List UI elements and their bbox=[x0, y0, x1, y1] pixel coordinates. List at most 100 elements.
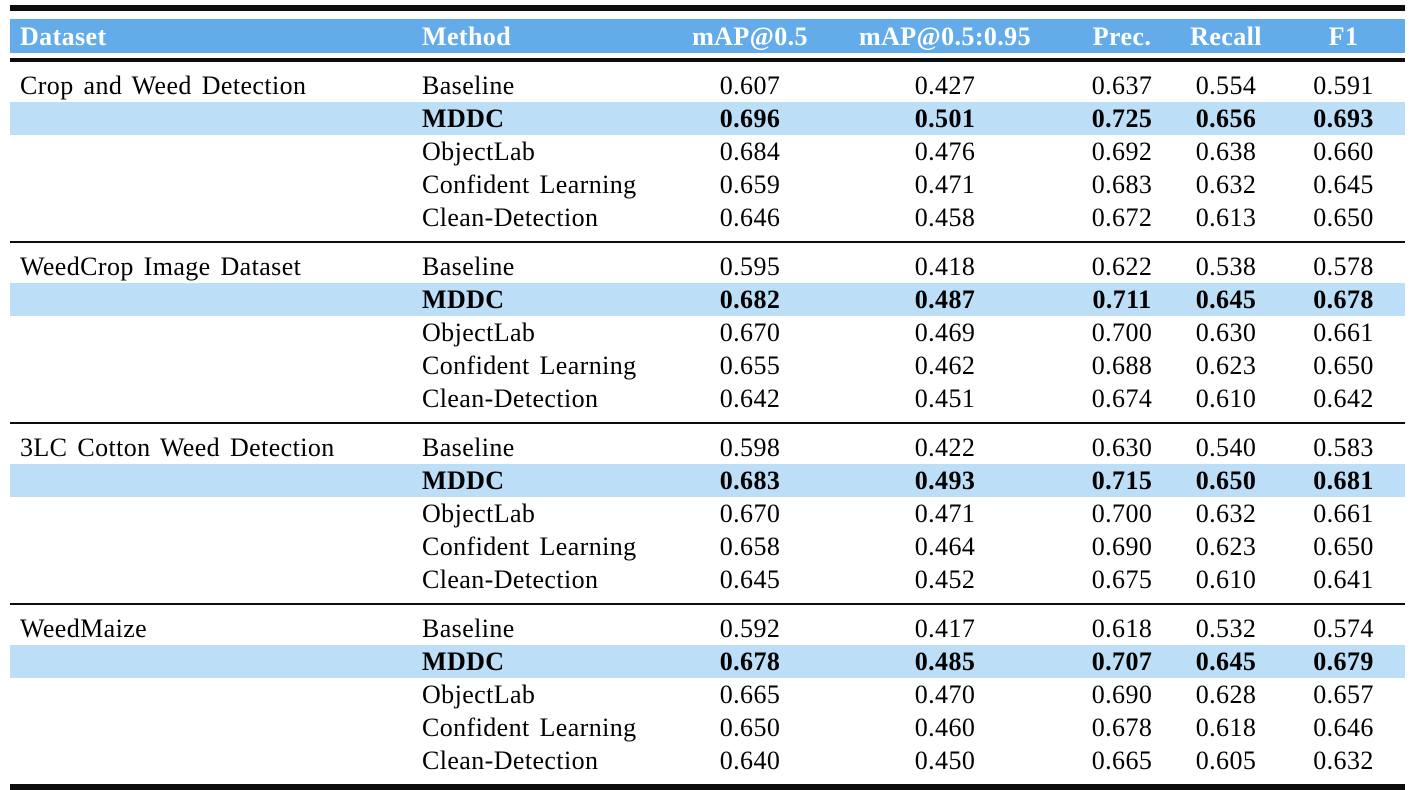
map05095-value: 0.471 bbox=[914, 170, 976, 199]
precision-value: 0.715 bbox=[1091, 466, 1153, 495]
map05095-value: 0.493 bbox=[914, 466, 976, 495]
recall-value: 0.656 bbox=[1195, 104, 1257, 133]
table-row-highlighted: MDDC 0.678 0.485 0.707 0.645 0.679 bbox=[10, 645, 1405, 678]
table-row: Confident Learning 0.658 0.464 0.690 0.623 0.… bbox=[10, 530, 1405, 563]
method-name: Clean-Detection bbox=[422, 565, 599, 594]
f1-value: 0.646 bbox=[1313, 713, 1374, 742]
table-row: Crop and Weed Detection Baseline 0.607 0.42… bbox=[10, 69, 1405, 102]
f1-value: 0.679 bbox=[1313, 647, 1374, 676]
table-header-row: Dataset Method mAP@0.5 mAP@0.5:0.95 Prec… bbox=[10, 19, 1405, 53]
dataset-name: Crop and Weed Detection bbox=[20, 71, 307, 100]
precision-value: 0.690 bbox=[1091, 680, 1153, 709]
recall-value: 0.650 bbox=[1195, 466, 1257, 495]
f1-value: 0.660 bbox=[1313, 137, 1374, 166]
map05-value: 0.646 bbox=[719, 203, 781, 232]
map05-value: 0.683 bbox=[719, 466, 781, 495]
column-header-method: Method bbox=[422, 21, 512, 51]
map05095-value: 0.487 bbox=[914, 285, 976, 314]
method-name: Baseline bbox=[422, 252, 515, 281]
recall-value: 0.632 bbox=[1195, 499, 1257, 528]
map05095-value: 0.452 bbox=[914, 565, 976, 594]
map05-value: 0.655 bbox=[719, 351, 781, 380]
map05-value: 0.650 bbox=[719, 713, 781, 742]
method-name: Clean-Detection bbox=[422, 203, 599, 232]
f1-value: 0.693 bbox=[1313, 104, 1374, 133]
map05-value: 0.592 bbox=[719, 614, 781, 643]
dataset-section: 3LC Cotton Weed Detection Baseline 0.598 0.… bbox=[10, 424, 1405, 603]
top-rule bbox=[10, 5, 1405, 11]
map05095-value: 0.417 bbox=[914, 614, 976, 643]
map05-value: 0.645 bbox=[719, 565, 781, 594]
method-name: MDDC bbox=[422, 104, 505, 133]
map05095-value: 0.476 bbox=[914, 137, 976, 166]
f1-value: 0.591 bbox=[1313, 71, 1374, 100]
recall-value: 0.630 bbox=[1195, 318, 1257, 347]
recall-value: 0.628 bbox=[1195, 680, 1257, 709]
precision-value: 0.618 bbox=[1091, 614, 1153, 643]
recall-value: 0.538 bbox=[1195, 252, 1257, 281]
map05095-value: 0.460 bbox=[914, 713, 976, 742]
method-name: Confident Learning bbox=[422, 532, 637, 561]
recall-value: 0.532 bbox=[1195, 614, 1257, 643]
recall-value: 0.610 bbox=[1195, 565, 1257, 594]
column-header-map05095: mAP@0.5:0.95 bbox=[859, 21, 1031, 51]
map05-value: 0.659 bbox=[719, 170, 781, 199]
table-row-highlighted: MDDC 0.682 0.487 0.711 0.645 0.678 bbox=[10, 283, 1405, 316]
header-rule bbox=[10, 58, 1405, 62]
dataset-section: WeedCrop Image Dataset Baseline 0.595 0.418… bbox=[10, 243, 1405, 422]
map05-value: 0.684 bbox=[719, 137, 781, 166]
map05-value: 0.665 bbox=[719, 680, 781, 709]
dataset-name: WeedCrop Image Dataset bbox=[20, 252, 302, 281]
f1-value: 0.661 bbox=[1313, 318, 1374, 347]
table-row: Confident Learning 0.655 0.462 0.688 0.623 0.… bbox=[10, 349, 1405, 382]
map05095-value: 0.485 bbox=[914, 647, 976, 676]
map05-value: 0.670 bbox=[719, 318, 781, 347]
table-row: Clean-Detection 0.640 0.450 0.665 0.605 0.632 bbox=[10, 744, 1405, 777]
map05095-value: 0.469 bbox=[914, 318, 976, 347]
recall-value: 0.613 bbox=[1195, 203, 1257, 232]
method-name: ObjectLab bbox=[422, 499, 536, 528]
table-row: ObjectLab 0.665 0.470 0.690 0.628 0.657 bbox=[10, 678, 1405, 711]
table-row-highlighted: MDDC 0.683 0.493 0.715 0.650 0.681 bbox=[10, 464, 1405, 497]
recall-value: 0.623 bbox=[1195, 532, 1257, 561]
f1-value: 0.642 bbox=[1313, 384, 1374, 413]
map05095-value: 0.462 bbox=[914, 351, 976, 380]
map05-value: 0.640 bbox=[719, 746, 781, 775]
map05095-value: 0.470 bbox=[914, 680, 976, 709]
recall-value: 0.632 bbox=[1195, 170, 1257, 199]
map05095-value: 0.451 bbox=[914, 384, 976, 413]
column-header-precision: Prec. bbox=[1092, 21, 1152, 51]
table-body: Crop and Weed Detection Baseline 0.607 0.42… bbox=[10, 62, 1405, 784]
method-name: Confident Learning bbox=[422, 713, 637, 742]
dataset-section: Crop and Weed Detection Baseline 0.607 0.42… bbox=[10, 62, 1405, 241]
table-row: Clean-Detection 0.642 0.451 0.674 0.610 0.642 bbox=[10, 382, 1405, 415]
table-row: 3LC Cotton Weed Detection Baseline 0.598 0.… bbox=[10, 431, 1405, 464]
f1-value: 0.661 bbox=[1313, 499, 1374, 528]
precision-value: 0.725 bbox=[1091, 104, 1153, 133]
method-name: Baseline bbox=[422, 71, 515, 100]
table-row: Clean-Detection 0.646 0.458 0.672 0.613 0.650 bbox=[10, 201, 1405, 234]
section-rule bbox=[10, 603, 1405, 605]
recall-value: 0.645 bbox=[1195, 285, 1257, 314]
recall-value: 0.638 bbox=[1195, 137, 1257, 166]
map05-value: 0.658 bbox=[719, 532, 781, 561]
map05-value: 0.678 bbox=[719, 647, 781, 676]
precision-value: 0.711 bbox=[1092, 285, 1152, 314]
f1-value: 0.650 bbox=[1313, 532, 1374, 561]
method-name: MDDC bbox=[422, 466, 505, 495]
recall-value: 0.610 bbox=[1195, 384, 1257, 413]
map05-value: 0.598 bbox=[719, 433, 781, 462]
precision-value: 0.674 bbox=[1091, 384, 1153, 413]
precision-value: 0.637 bbox=[1091, 71, 1153, 100]
precision-value: 0.688 bbox=[1091, 351, 1153, 380]
section-rule bbox=[10, 241, 1405, 243]
f1-value: 0.574 bbox=[1313, 614, 1374, 643]
precision-value: 0.692 bbox=[1091, 137, 1153, 166]
recall-value: 0.623 bbox=[1195, 351, 1257, 380]
map05095-value: 0.458 bbox=[914, 203, 976, 232]
f1-value: 0.578 bbox=[1313, 252, 1374, 281]
method-name: Confident Learning bbox=[422, 351, 637, 380]
table-row: ObjectLab 0.684 0.476 0.692 0.638 0.660 bbox=[10, 135, 1405, 168]
table-row: WeedCrop Image Dataset Baseline 0.595 0.418… bbox=[10, 250, 1405, 283]
f1-value: 0.678 bbox=[1313, 285, 1374, 314]
